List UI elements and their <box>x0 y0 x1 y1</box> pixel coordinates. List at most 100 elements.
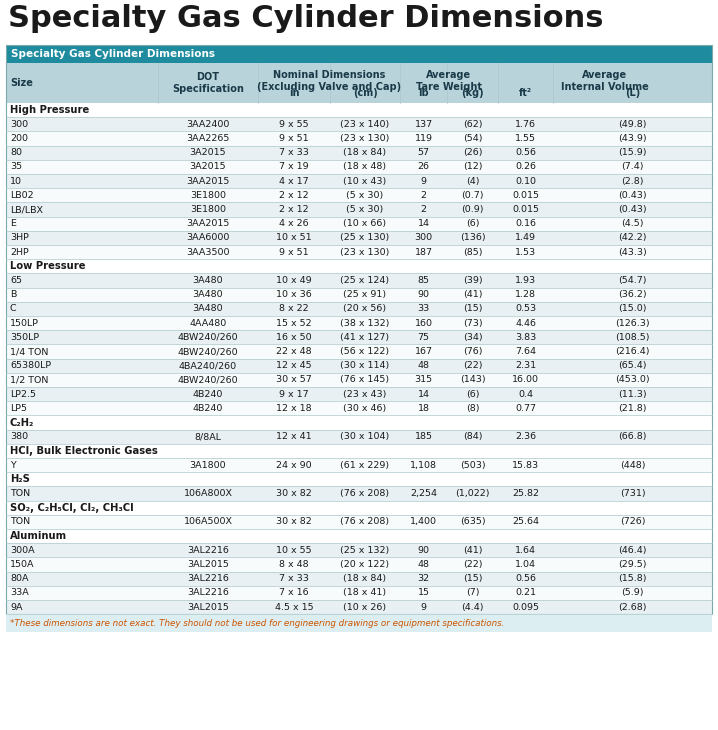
Text: 7 x 19: 7 x 19 <box>279 162 309 172</box>
Bar <box>6 558 712 572</box>
Text: 0.26: 0.26 <box>515 162 536 172</box>
Text: (15): (15) <box>462 575 482 583</box>
Bar <box>6 202 712 217</box>
Text: 0.4: 0.4 <box>518 390 533 399</box>
Text: 7 x 33: 7 x 33 <box>279 148 309 157</box>
Bar <box>6 600 712 614</box>
Bar <box>6 614 712 632</box>
Text: (4): (4) <box>466 177 479 185</box>
Text: (73): (73) <box>462 318 482 328</box>
Text: 3A2015: 3A2015 <box>190 148 226 157</box>
Text: 3AA2015: 3AA2015 <box>186 219 230 228</box>
Text: 30 x 57: 30 x 57 <box>276 375 312 385</box>
Text: 4 x 26: 4 x 26 <box>279 219 309 228</box>
Text: 2HP: 2HP <box>10 247 29 257</box>
Text: (18 x 48): (18 x 48) <box>343 162 386 172</box>
Text: 380: 380 <box>10 432 28 441</box>
Text: (30 x 104): (30 x 104) <box>340 432 390 441</box>
Text: (34): (34) <box>462 333 482 342</box>
Text: 2: 2 <box>421 205 426 214</box>
Text: (12): (12) <box>462 162 482 172</box>
Text: 3AL2216: 3AL2216 <box>187 546 229 555</box>
Text: 4 x 17: 4 x 17 <box>279 177 309 185</box>
Text: 3AA3500: 3AA3500 <box>186 247 230 257</box>
Text: 3AL2216: 3AL2216 <box>187 588 229 597</box>
Text: (731): (731) <box>620 489 645 498</box>
Text: (56 x 122): (56 x 122) <box>340 347 390 356</box>
Bar <box>6 217 712 231</box>
Text: (25 x 130): (25 x 130) <box>340 234 390 242</box>
Text: (143): (143) <box>460 375 485 385</box>
Text: 300: 300 <box>414 234 432 242</box>
Text: in: in <box>289 88 299 98</box>
Text: High Pressure: High Pressure <box>10 105 89 115</box>
Text: (503): (503) <box>460 461 485 469</box>
Text: (25 x 124): (25 x 124) <box>340 276 390 285</box>
Bar <box>6 145 712 160</box>
Text: 0.10: 0.10 <box>515 177 536 185</box>
Text: 16 x 50: 16 x 50 <box>276 333 312 342</box>
Text: 80: 80 <box>10 148 22 157</box>
Text: LB/LBX: LB/LBX <box>10 205 43 214</box>
Text: (7): (7) <box>466 588 479 597</box>
Text: 0.56: 0.56 <box>515 575 536 583</box>
Text: (23 x 130): (23 x 130) <box>340 134 390 143</box>
Text: 85: 85 <box>417 276 429 285</box>
Text: (4.5): (4.5) <box>621 219 644 228</box>
Text: B: B <box>10 291 17 299</box>
Text: 32: 32 <box>417 575 429 583</box>
Text: (30 x 46): (30 x 46) <box>343 404 386 412</box>
Bar <box>6 63 712 103</box>
Text: (7.4): (7.4) <box>621 162 644 172</box>
Text: Specialty Gas Cylinder Dimensions: Specialty Gas Cylinder Dimensions <box>8 4 604 33</box>
Text: 4BW240/260: 4BW240/260 <box>177 375 238 385</box>
Text: (65.4): (65.4) <box>618 361 647 370</box>
Text: 3AA2265: 3AA2265 <box>186 134 230 143</box>
Text: (15): (15) <box>462 304 482 313</box>
Text: 0.21: 0.21 <box>515 588 536 597</box>
Text: 8 x 22: 8 x 22 <box>279 304 309 313</box>
Text: (6): (6) <box>466 390 479 399</box>
Bar <box>6 174 712 188</box>
Bar <box>6 373 712 387</box>
Text: 57: 57 <box>417 148 429 157</box>
Bar <box>6 543 712 558</box>
Text: 75: 75 <box>417 333 429 342</box>
Text: 187: 187 <box>414 247 432 257</box>
Text: (635): (635) <box>460 518 485 526</box>
Text: 1.28: 1.28 <box>515 291 536 299</box>
Bar <box>6 486 712 501</box>
Text: 9A: 9A <box>10 602 22 612</box>
Text: C: C <box>10 304 17 313</box>
Text: 1/4 TON: 1/4 TON <box>10 347 48 356</box>
Text: (23 x 140): (23 x 140) <box>340 120 390 128</box>
Text: (54.7): (54.7) <box>618 276 647 285</box>
Text: (20 x 122): (20 x 122) <box>340 560 390 569</box>
Text: *These dimensions are not exact. They should not be used for engineering drawing: *These dimensions are not exact. They sh… <box>10 619 504 628</box>
Text: 1.64: 1.64 <box>515 546 536 555</box>
Text: (1,022): (1,022) <box>455 489 490 498</box>
Text: (2.68): (2.68) <box>618 602 647 612</box>
Text: (76 x 145): (76 x 145) <box>340 375 390 385</box>
Text: (46.4): (46.4) <box>618 546 647 555</box>
Text: Specialty Gas Cylinder Dimensions: Specialty Gas Cylinder Dimensions <box>11 49 215 59</box>
Text: (54): (54) <box>462 134 482 143</box>
Text: (25 x 91): (25 x 91) <box>343 291 386 299</box>
Text: 48: 48 <box>417 560 429 569</box>
Text: 15 x 52: 15 x 52 <box>276 318 312 328</box>
Text: (136): (136) <box>460 234 485 242</box>
Text: 12 x 41: 12 x 41 <box>276 432 312 441</box>
Text: 2.31: 2.31 <box>515 361 536 370</box>
Text: TON: TON <box>10 518 30 526</box>
Text: 106A500X: 106A500X <box>184 518 233 526</box>
Text: (43.3): (43.3) <box>618 247 647 257</box>
Text: 7.64: 7.64 <box>515 347 536 356</box>
Text: (0.7): (0.7) <box>461 191 484 200</box>
Text: 4.46: 4.46 <box>515 318 536 328</box>
Text: (216.4): (216.4) <box>615 347 650 356</box>
Text: (15.0): (15.0) <box>618 304 647 313</box>
Text: 30 x 82: 30 x 82 <box>276 518 312 526</box>
Text: (726): (726) <box>620 518 645 526</box>
Bar <box>6 358 712 373</box>
Text: 2 x 12: 2 x 12 <box>279 205 309 214</box>
